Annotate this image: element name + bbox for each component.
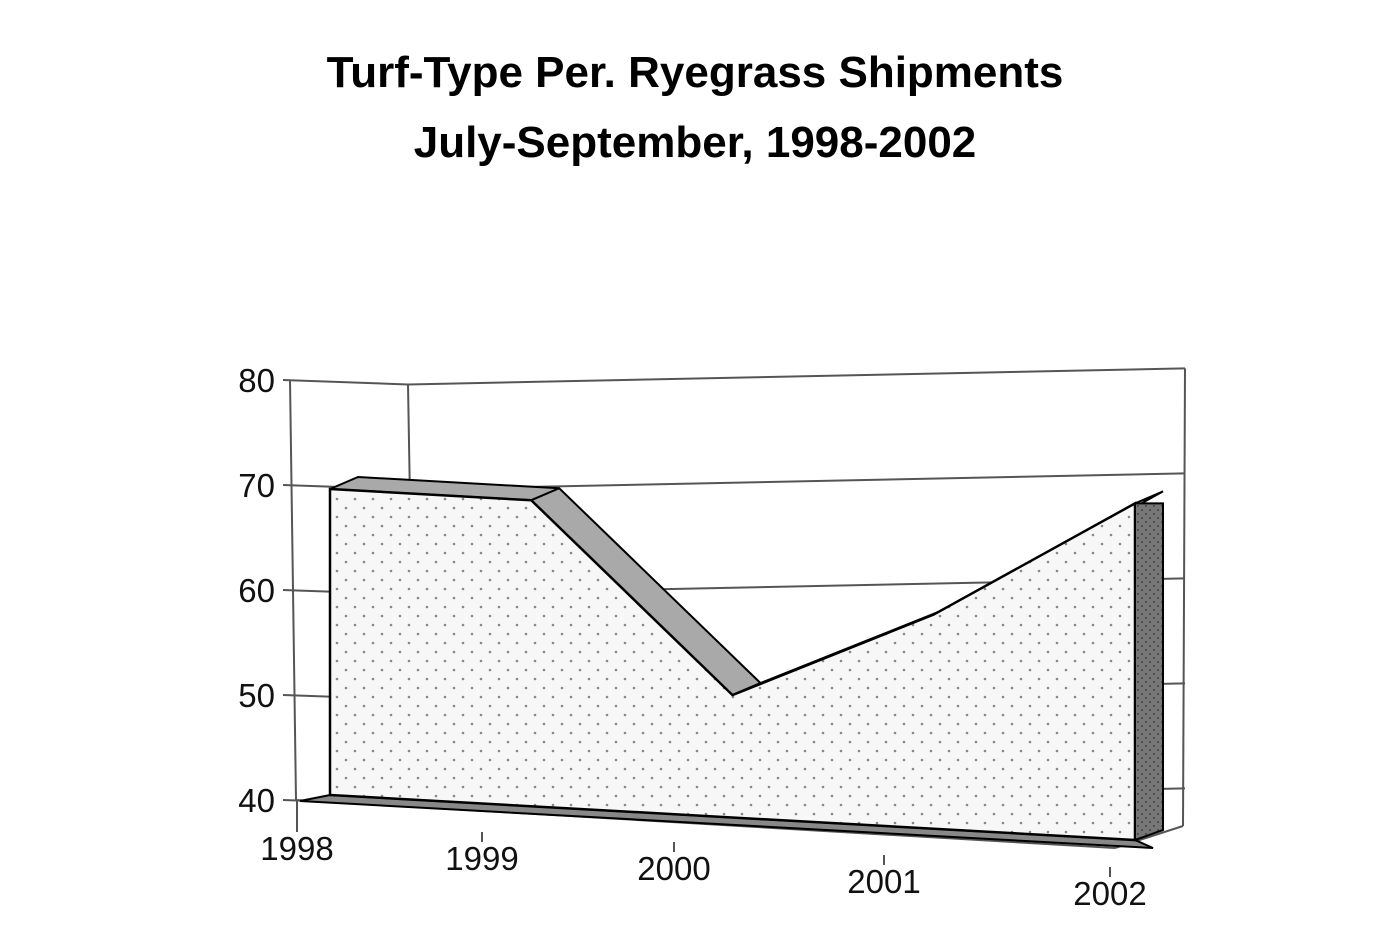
x-tick-label: 2001 (847, 863, 920, 900)
y-tick-label: 60 (238, 572, 275, 609)
area-end-face (1134, 502, 1164, 842)
gridline-side (282, 379, 409, 386)
y-tick-label: 80 (238, 362, 275, 399)
y-tick-label: 70 (238, 467, 275, 504)
gridline (407, 367, 1186, 386)
area-front-face (328, 487, 1137, 842)
x-tick-label: 2002 (1073, 875, 1146, 912)
y-tick-label: 50 (238, 677, 275, 714)
chart-title: Turf-Type Per. Ryegrass Shipments (326, 48, 1064, 97)
right-wall-edge (1182, 368, 1186, 827)
y-tick-label: 40 (238, 782, 275, 819)
x-tick-label: 1998 (260, 830, 333, 867)
x-tick-label: 1999 (445, 840, 518, 877)
x-tick-label: 2000 (637, 850, 710, 887)
chart-subtitle: July-September, 1998-2002 (413, 118, 977, 167)
